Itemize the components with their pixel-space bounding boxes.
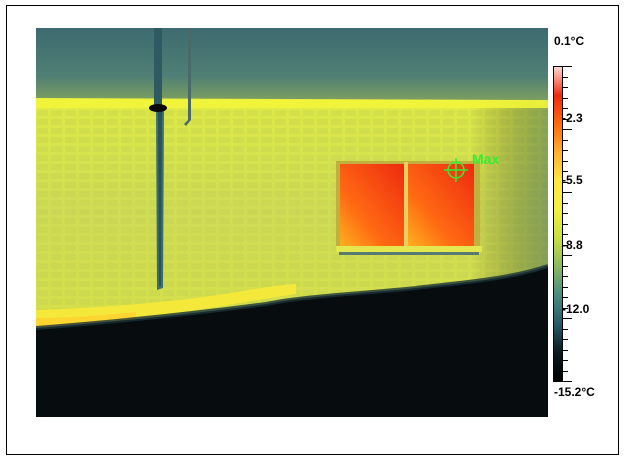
scale-tick [563, 255, 572, 256]
scale-tick [563, 140, 568, 141]
scale-tick [563, 192, 572, 193]
scale-tick [563, 150, 568, 151]
scale-tick [563, 87, 568, 88]
scale-tick [563, 108, 568, 109]
scale-tick [563, 339, 568, 340]
scale-tick [563, 329, 568, 330]
scale-tick [563, 203, 568, 204]
scale-tick [563, 213, 568, 214]
scale-tick [563, 371, 568, 372]
thermal-image: Max [36, 28, 548, 417]
scale-tick [563, 224, 568, 225]
max-marker-label: Max [472, 151, 499, 167]
scale-tick [563, 266, 568, 267]
max-temperature-marker: Max [444, 151, 499, 182]
scale-tick [563, 66, 572, 67]
scale-tick [563, 287, 568, 288]
scale-tick-label-4: -12.0 [562, 302, 590, 316]
scale-tick [563, 350, 568, 351]
scale-max-label: 0.1°C [554, 34, 585, 48]
scale-tick [563, 381, 572, 382]
scale-tick [563, 119, 568, 120]
scale-tick [563, 245, 568, 246]
scale-tick [563, 129, 572, 130]
scale-tick [563, 318, 572, 319]
scale-ticks [563, 66, 573, 382]
temperature-color-scale [553, 66, 563, 382]
scale-tick [563, 360, 568, 361]
scale-tick-label-1: -2.3 [562, 111, 583, 125]
scale-tick [563, 234, 568, 235]
scale-tick [563, 182, 568, 183]
scale-tick [563, 171, 568, 172]
scale-tick-label-2: -5.5 [562, 173, 583, 187]
scale-tick-label-3: -8.8 [562, 238, 583, 252]
thermal-viewer-frame: Max 0.1°C -2.3 -5.5 -8.8 -12.0 -15.2°C [6, 5, 619, 455]
scale-tick [563, 297, 568, 298]
scale-tick [563, 308, 568, 309]
scale-tick [563, 98, 568, 99]
scale-tick [563, 77, 568, 78]
scale-tick [563, 161, 568, 162]
scale-tick [563, 276, 568, 277]
scale-min-label: -15.2°C [554, 385, 595, 399]
